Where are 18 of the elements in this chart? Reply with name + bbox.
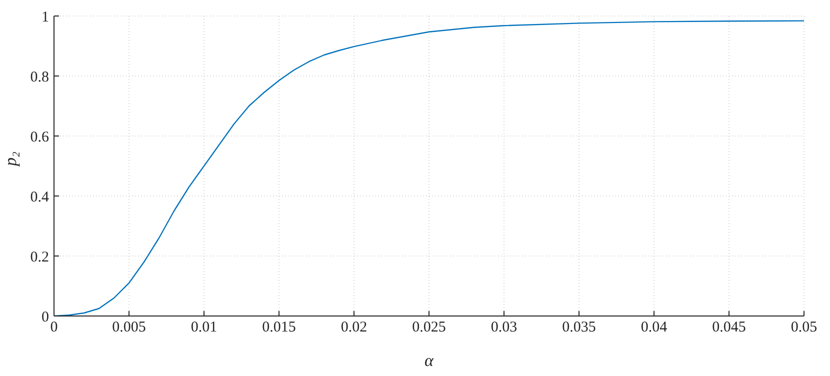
y-axis-title: p₂ <box>1 152 20 167</box>
x-tick-label: 0.03 <box>490 320 518 336</box>
x-tick-label: 0.015 <box>262 320 296 336</box>
y-tick-label: 0.2 <box>30 249 49 266</box>
x-tick-label: 0.01 <box>190 320 218 336</box>
x-tick-label: 0.045 <box>712 320 746 336</box>
x-tick-label: 0.05 <box>790 320 818 336</box>
y-tick-label: 0.8 <box>30 69 49 86</box>
y-tick-label: 1 <box>42 9 49 26</box>
x-tick-label: 0.04 <box>640 320 668 336</box>
x-tick-label: 0.035 <box>562 320 596 336</box>
y-tick-label: 0 <box>42 309 49 326</box>
x-tick-label: 0.02 <box>340 320 368 336</box>
x-tick-label: 0.025 <box>412 320 446 336</box>
x-axis-title: α <box>424 351 435 370</box>
y-tick-label: 0.6 <box>30 129 50 146</box>
x-tick-label: 0.005 <box>112 320 146 336</box>
y-tick-label: 0.4 <box>30 189 50 206</box>
